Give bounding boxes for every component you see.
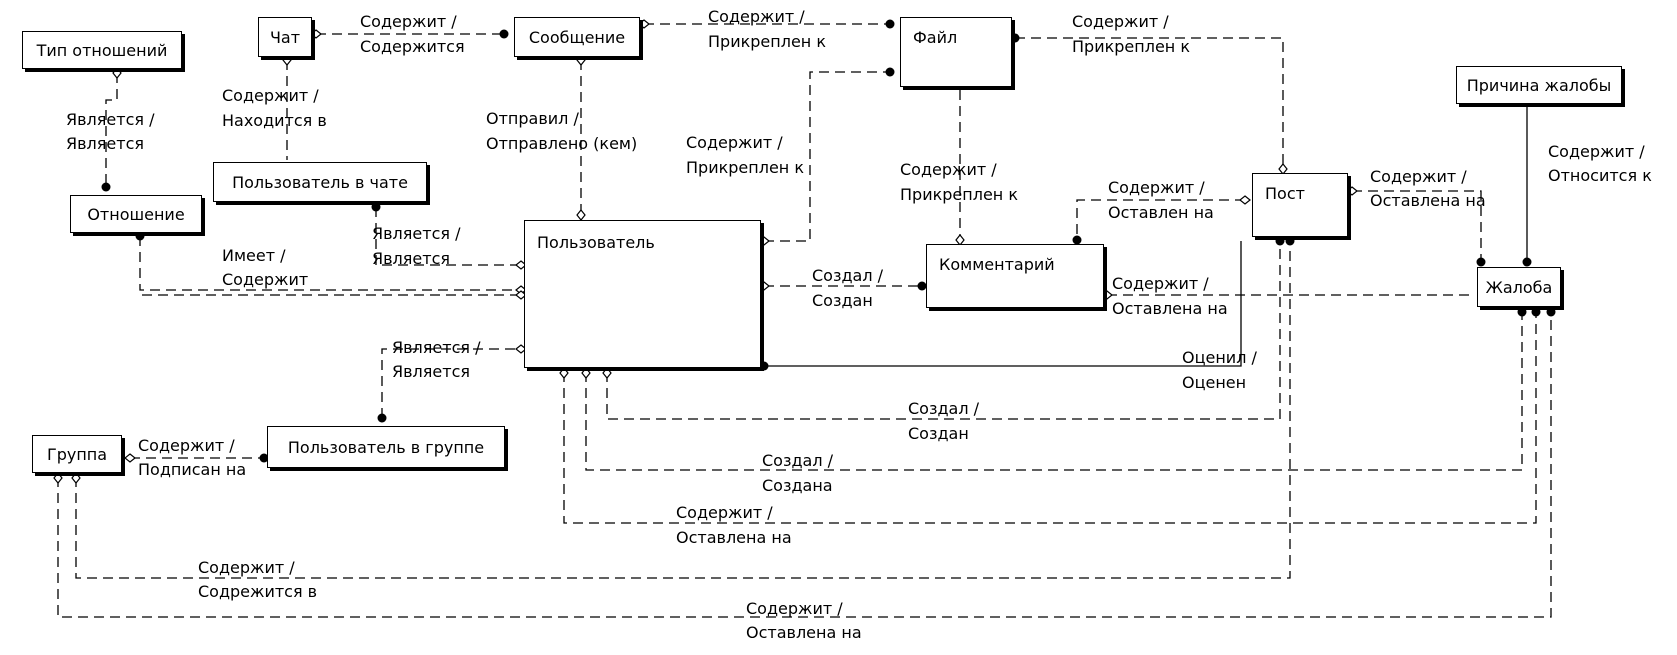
rel-label: Отправлено (кем) [486,134,638,153]
rel-label: Прикреплен к [900,185,1018,204]
rel-label: Содержит / [360,12,457,31]
rel-label: Содержит / [198,558,295,577]
rel-label: Содрежится в [198,582,318,601]
rel-label: Содержит [222,270,309,289]
rel-label: Оставлена на [1370,191,1486,210]
rel-label: Имеет / [222,246,286,265]
rel-label: Содержит / [676,503,773,522]
rel-label: Содержит / [1108,178,1205,197]
rel-label: Оценен [1182,373,1247,392]
rel-label: Является / [372,224,461,243]
entity-group-user[interactable]: Пользователь в группе [267,426,505,468]
rel-label: Создал / [812,266,884,285]
entity-chat[interactable]: Чат [258,17,312,57]
rel-label: Создал / [908,399,980,418]
rel-label: Подписан на [138,460,247,479]
entity-user[interactable]: Пользователь [524,220,761,368]
rel-label: Отправил / [486,109,579,128]
entity-relationship[interactable]: Отношение [70,195,202,233]
rel-label: Оставлена на [1112,299,1228,318]
rel-label: Создал / [762,451,834,470]
rel-label: Находится в [222,111,327,130]
rel-label: Является [372,249,450,268]
entity-file[interactable]: Файл [900,17,1012,87]
rel-label: Содержит / [1548,142,1645,161]
rel-label: Создан [812,291,873,310]
entity-chat-user[interactable]: Пользователь в чате [213,162,427,202]
rel-label: Содержит / [900,160,997,179]
entity-complaint-reason[interactable]: Причина жалобы [1456,66,1622,104]
rel-label: Содержит / [746,599,843,618]
entity-comment[interactable]: Комментарий [926,244,1104,308]
entity-relationship-type[interactable]: Тип отношений [22,31,182,69]
entity-complaint[interactable]: Жалоба [1477,267,1561,307]
entity-post[interactable]: Пост [1252,173,1348,237]
rel-label: Создана [762,476,833,495]
rel-label: Оставлена на [676,528,792,547]
entity-group[interactable]: Группа [32,435,122,473]
rel-label: Содержит / [1072,12,1169,31]
rel-label: Прикреплен к [686,158,804,177]
rel-label: Относится к [1548,166,1652,185]
rel-label: Оставлена на [746,623,862,642]
rel-label: Содержит / [222,86,319,105]
rel-label: Является / [392,338,481,357]
rel-label: Является / [66,110,155,129]
rel-label: Оценил / [1182,348,1257,367]
rel-label: Прикреплен к [708,32,826,51]
rel-label: Создан [908,424,969,443]
entity-message[interactable]: Сообщение [514,17,640,57]
rel-label: Содержит / [138,436,235,455]
rel-label: Является [66,134,144,153]
rel-label: Содержит / [1370,167,1467,186]
rel-label: Содержит / [1112,274,1209,293]
rel-label: Является [392,362,470,381]
rel-label: Прикреплен к [1072,37,1190,56]
rel-label: Содержится [360,37,465,56]
rel-label: Содержит / [708,7,805,26]
rel-label: Оставлен на [1108,203,1214,222]
rel-label: Содержит / [686,133,783,152]
